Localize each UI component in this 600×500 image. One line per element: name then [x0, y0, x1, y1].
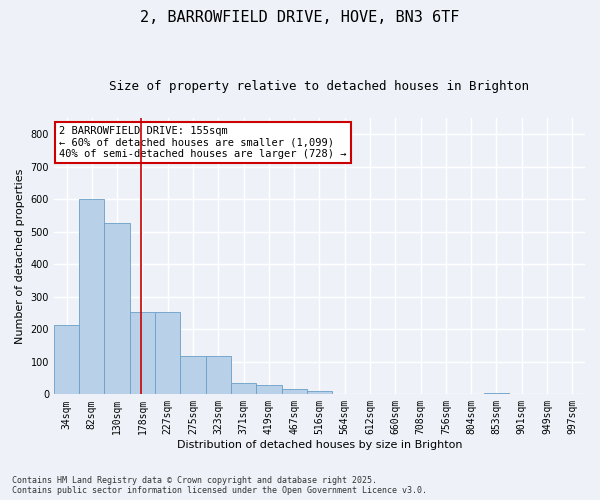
Bar	[130, 312, 155, 394]
Text: 2 BARROWFIELD DRIVE: 155sqm
← 60% of detached houses are smaller (1,099)
40% of : 2 BARROWFIELD DRIVE: 155sqm ← 60% of det…	[59, 126, 347, 160]
X-axis label: Distribution of detached houses by size in Brighton: Distribution of detached houses by size …	[177, 440, 462, 450]
Bar	[155, 312, 181, 394]
Bar	[307, 391, 332, 394]
Bar	[256, 384, 281, 394]
Bar	[104, 222, 130, 394]
Bar	[54, 325, 79, 394]
Y-axis label: Number of detached properties: Number of detached properties	[15, 168, 25, 344]
Bar	[79, 199, 104, 394]
Title: Size of property relative to detached houses in Brighton: Size of property relative to detached ho…	[109, 80, 529, 93]
Text: 2, BARROWFIELD DRIVE, HOVE, BN3 6TF: 2, BARROWFIELD DRIVE, HOVE, BN3 6TF	[140, 10, 460, 25]
Bar	[281, 390, 307, 394]
Bar	[181, 356, 206, 395]
Bar	[231, 383, 256, 394]
Text: Contains HM Land Registry data © Crown copyright and database right 2025.
Contai: Contains HM Land Registry data © Crown c…	[12, 476, 427, 495]
Bar	[206, 356, 231, 395]
